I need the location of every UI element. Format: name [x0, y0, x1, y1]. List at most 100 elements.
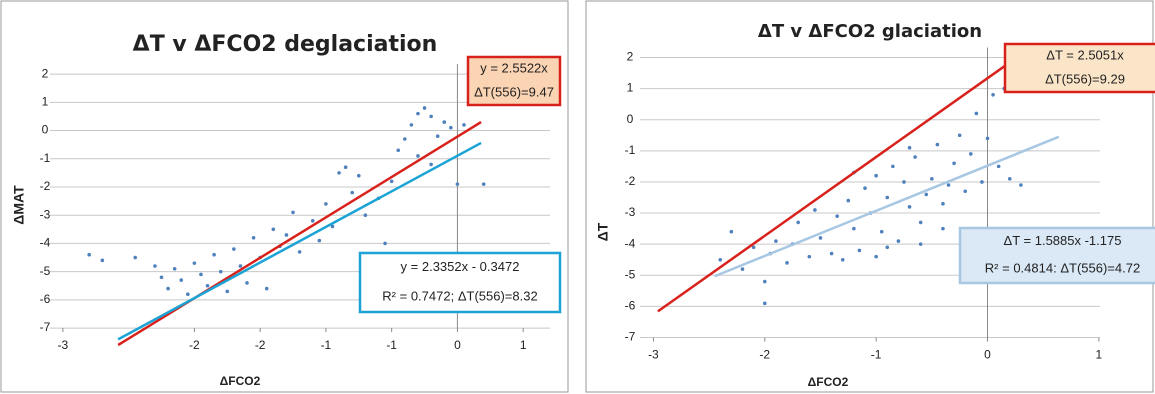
point	[857, 248, 862, 253]
annotation-box	[1003, 42, 1155, 94]
y-tick-label: -3	[40, 207, 51, 221]
annotation-box	[358, 251, 562, 314]
point	[879, 229, 884, 234]
x-tick-label: 0	[454, 338, 461, 352]
point	[133, 255, 138, 260]
point	[718, 257, 723, 262]
point	[774, 239, 778, 243]
point	[813, 208, 817, 212]
fit-line	[117, 141, 482, 341]
point	[852, 226, 856, 231]
y-axis-title: ΔMAT	[11, 185, 27, 225]
point	[153, 264, 157, 268]
point	[863, 186, 867, 190]
point	[291, 210, 295, 215]
point	[205, 283, 210, 288]
point	[980, 180, 984, 184]
point	[762, 301, 767, 306]
y-tick-label: -2	[40, 179, 51, 193]
annotation-text: R² = 0.4814: ΔT(556)=4.72	[985, 261, 1140, 276]
point	[985, 136, 990, 141]
point	[946, 183, 951, 187]
point	[218, 269, 223, 274]
x-tick-label: -1	[871, 348, 882, 362]
point	[729, 229, 734, 234]
point	[974, 111, 979, 116]
y-tick-label: 1	[627, 81, 634, 95]
point	[930, 177, 934, 181]
annotation-text: ΔT(556)=9.47	[474, 84, 554, 99]
point	[435, 134, 440, 138]
fit-line	[657, 58, 1015, 313]
point	[330, 224, 335, 229]
point	[389, 179, 394, 184]
y-tick-label: 0	[42, 123, 49, 137]
point	[885, 195, 890, 200]
annotation-text: y = 2.3352x - 0.3472	[401, 259, 520, 274]
point	[251, 235, 256, 240]
y-tick-label: 2	[627, 50, 634, 64]
point	[416, 111, 420, 116]
annotation-text: ΔT = 2.5051x	[1046, 47, 1124, 62]
point	[271, 227, 276, 232]
point	[403, 137, 407, 141]
point	[874, 173, 878, 178]
y-tick-label: -6	[40, 292, 51, 306]
point	[429, 114, 433, 119]
point	[212, 252, 216, 257]
point	[310, 219, 315, 223]
point	[913, 155, 917, 159]
x-axis-title: ΔFCO2	[808, 375, 849, 389]
point	[891, 164, 895, 169]
point	[896, 239, 901, 243]
annotation-box	[958, 226, 1155, 285]
point	[751, 245, 756, 250]
point	[907, 205, 912, 209]
point	[481, 182, 486, 186]
point	[324, 202, 328, 206]
annotation-box	[466, 55, 562, 107]
point	[924, 192, 929, 197]
point	[429, 162, 433, 167]
point	[785, 261, 789, 265]
point	[941, 226, 945, 231]
y-tick-label: -7	[40, 320, 51, 334]
point	[874, 254, 878, 259]
point	[396, 148, 401, 153]
y-tick-label: -5	[625, 267, 636, 281]
y-tick-label: -6	[625, 299, 636, 313]
point	[957, 133, 962, 138]
point	[192, 261, 197, 265]
point	[363, 213, 368, 217]
y-tick-label: -7	[625, 330, 636, 344]
y-tick-label: -4	[40, 236, 51, 250]
point	[422, 106, 427, 110]
point	[199, 272, 203, 277]
x-tick-label: 1	[1096, 348, 1103, 362]
y-tick-label: -1	[625, 143, 636, 157]
point	[442, 120, 447, 124]
point	[968, 152, 973, 156]
x-tick-label: -3	[58, 338, 69, 352]
point	[87, 252, 91, 257]
point	[963, 189, 968, 194]
point	[179, 278, 184, 282]
point	[918, 220, 923, 225]
point	[455, 182, 460, 186]
point	[225, 289, 230, 294]
y-tick-label: -2	[625, 174, 636, 188]
point	[952, 161, 956, 166]
point	[166, 286, 170, 291]
x-tick-label: -3	[648, 348, 659, 362]
point	[807, 254, 812, 259]
y-tick-label: -1	[40, 151, 51, 165]
point	[762, 279, 767, 284]
chart-title: ΔT v ΔFCO2 glaciation	[758, 21, 982, 42]
x-tick-label: -2	[255, 338, 266, 352]
point	[918, 242, 923, 246]
x-tick-label: 1	[520, 338, 527, 352]
y-axis-title: ΔT	[595, 222, 611, 241]
x-axis-title: ΔFCO2	[220, 374, 261, 388]
point	[907, 145, 912, 150]
point	[356, 173, 361, 178]
